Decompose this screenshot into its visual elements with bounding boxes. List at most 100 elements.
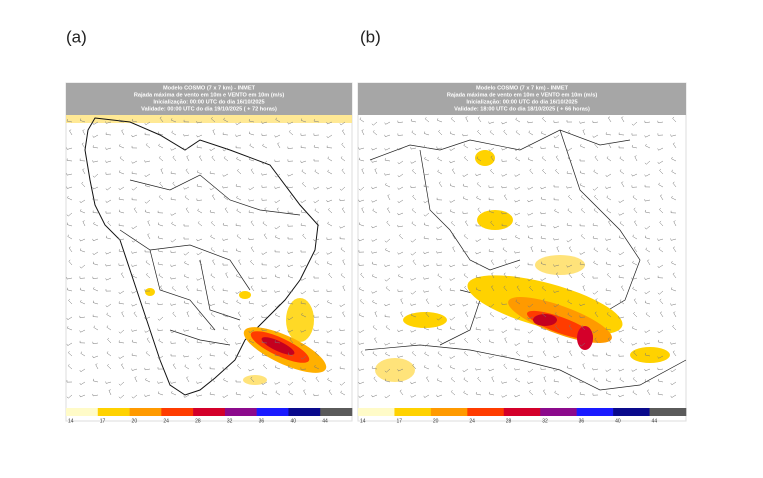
barb [451, 168, 456, 175]
barb [555, 324, 560, 331]
barb [670, 210, 677, 214]
barb [250, 259, 255, 266]
barb [605, 302, 612, 305]
barb [527, 277, 534, 282]
barb [261, 276, 268, 279]
barb [157, 210, 164, 214]
barb [105, 303, 112, 308]
barb [248, 329, 255, 334]
barb [606, 272, 612, 279]
barb [300, 355, 307, 360]
barb [541, 131, 547, 136]
barb [657, 264, 664, 269]
barb [579, 262, 586, 266]
barb [118, 355, 125, 359]
barb [144, 209, 151, 214]
barb [287, 352, 294, 357]
barb [223, 377, 229, 383]
barb [633, 207, 638, 214]
barb [210, 221, 216, 227]
barb [212, 194, 216, 201]
barb [464, 337, 469, 344]
barb [81, 181, 86, 188]
colorbar-segment [649, 408, 687, 416]
barb [581, 272, 586, 279]
barb [237, 168, 242, 175]
barb [144, 367, 151, 371]
barb [66, 342, 73, 346]
barb [450, 117, 456, 123]
barb [82, 168, 86, 175]
barb [397, 251, 404, 255]
barb [475, 287, 482, 292]
barb [449, 277, 456, 281]
barb [594, 155, 599, 162]
barb [171, 391, 177, 396]
barb [144, 316, 151, 320]
barb [358, 394, 365, 398]
barb [358, 381, 365, 385]
barb [326, 251, 333, 255]
barb [158, 273, 164, 279]
barb [620, 285, 625, 292]
barb [579, 223, 586, 227]
barb [66, 394, 73, 399]
barb [488, 237, 495, 240]
barb [79, 315, 86, 319]
barb [385, 351, 391, 357]
barb [488, 368, 495, 372]
barb [157, 248, 164, 253]
barb [657, 329, 664, 334]
barb [592, 134, 599, 138]
barb [477, 207, 482, 214]
barb [634, 220, 638, 227]
barb [410, 238, 417, 243]
barb [314, 350, 320, 357]
barb [197, 221, 203, 227]
barb [313, 315, 320, 318]
barb [464, 285, 469, 292]
barb [631, 277, 638, 280]
barb [223, 156, 229, 162]
barb [644, 368, 651, 372]
barb [157, 316, 164, 321]
barb [618, 316, 625, 319]
barb-group [358, 116, 677, 399]
barb [261, 289, 268, 292]
barb [463, 273, 469, 279]
barb [342, 259, 346, 266]
barb [452, 233, 456, 240]
barb [580, 183, 586, 188]
colorbar-tick-label: 40 [290, 418, 296, 424]
barb [631, 144, 638, 149]
barb [527, 262, 534, 266]
barb [397, 199, 404, 204]
barb [248, 301, 255, 305]
barb [644, 379, 651, 383]
barb [633, 298, 638, 305]
barb [248, 355, 255, 360]
barb [475, 251, 482, 255]
barb [385, 325, 391, 331]
barb [449, 316, 456, 321]
barb [145, 351, 151, 357]
barb [327, 300, 333, 305]
barb [261, 381, 268, 386]
barb [645, 143, 651, 149]
barb [131, 251, 138, 254]
barb [567, 129, 573, 136]
barb [371, 121, 378, 126]
barb [540, 223, 547, 227]
barb [274, 159, 281, 162]
barb [631, 185, 638, 188]
barb [358, 186, 365, 191]
header-line: Inicialização: 00:00 UTC do dia 16/10/20… [466, 99, 577, 105]
barb [183, 251, 190, 256]
barb [475, 275, 482, 279]
barb [411, 351, 417, 357]
barb [248, 368, 255, 372]
colorbar-tick-label: 20 [433, 418, 439, 424]
barb [340, 156, 346, 162]
barb [146, 337, 151, 344]
barb [450, 221, 456, 227]
